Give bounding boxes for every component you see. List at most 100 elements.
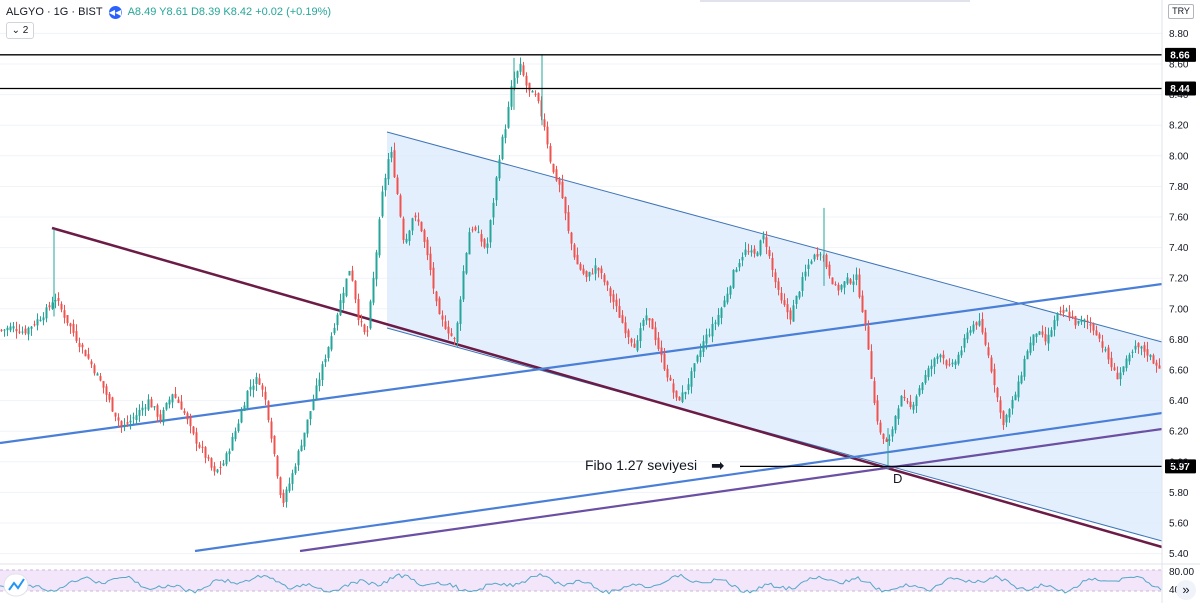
candle-body xyxy=(735,269,738,272)
candle-body xyxy=(708,334,711,336)
candle-body xyxy=(135,415,138,421)
candle-body xyxy=(522,65,525,76)
candle-body xyxy=(903,396,906,399)
candle-body xyxy=(21,331,24,333)
candle-body xyxy=(978,320,981,326)
candle-body xyxy=(396,177,399,194)
candle-body xyxy=(258,378,261,385)
candle-body xyxy=(357,299,360,321)
candle-body xyxy=(699,350,702,358)
candle-body xyxy=(933,358,936,367)
candle-body xyxy=(1098,334,1101,339)
candle-body xyxy=(504,129,507,138)
candle-body xyxy=(798,291,801,298)
candle-body xyxy=(1116,372,1119,380)
candle-body xyxy=(657,337,660,349)
scroll-to-realtime-button[interactable]: » xyxy=(1176,580,1196,600)
indicator-collapse-button[interactable]: ⌄ 2 xyxy=(6,22,34,39)
candle-body xyxy=(57,298,60,301)
candle-body xyxy=(489,220,492,243)
candle-body xyxy=(1041,331,1044,335)
candle-body xyxy=(615,299,618,307)
candle-body xyxy=(828,264,831,276)
candle-body xyxy=(618,306,621,318)
candle-body xyxy=(186,413,189,420)
candle-body xyxy=(255,377,258,385)
candle-body xyxy=(621,315,624,323)
point-d-label: D xyxy=(893,471,902,486)
candle-body xyxy=(9,326,12,331)
candle-body xyxy=(918,388,921,395)
candle-body xyxy=(849,279,852,284)
candle-body xyxy=(306,419,309,434)
fibo-label: Fibo 1.27 seviyesi xyxy=(585,457,697,473)
candle-body xyxy=(906,401,909,403)
candle-body xyxy=(984,332,987,345)
candle-body xyxy=(198,444,201,448)
candle-body xyxy=(945,360,948,366)
candle-body xyxy=(600,268,603,274)
candle-body xyxy=(720,308,723,318)
candle-body xyxy=(807,264,810,270)
rewind-icon[interactable]: ◀◀ xyxy=(108,5,122,19)
candle-body xyxy=(177,399,180,403)
candle-body xyxy=(750,250,753,253)
ascending-trendline-upper xyxy=(0,282,1163,445)
candle-body xyxy=(747,251,750,253)
candle-body xyxy=(333,327,336,334)
candle-body xyxy=(12,326,15,329)
candle-body xyxy=(348,270,351,276)
candle-body xyxy=(642,319,645,326)
candle-body xyxy=(744,249,747,255)
candle-body xyxy=(1080,320,1083,322)
candle-body xyxy=(1143,345,1146,352)
candle-body xyxy=(882,433,885,439)
candle-body xyxy=(972,324,975,332)
candle-body xyxy=(477,231,480,233)
candle-body xyxy=(285,489,288,502)
axis-tick-label: 5.60 xyxy=(1169,519,1189,530)
candle-body xyxy=(1095,330,1098,336)
axis-tick-label: 6.80 xyxy=(1169,335,1189,346)
axis-tick-label: 7.00 xyxy=(1169,304,1189,315)
candle-body xyxy=(573,244,576,258)
candle-body xyxy=(129,420,132,423)
candle-body xyxy=(519,63,522,72)
candle-body xyxy=(696,355,699,362)
candle-body xyxy=(345,278,348,296)
candle-body xyxy=(960,350,963,356)
candle-body xyxy=(552,163,555,173)
candle-body xyxy=(168,399,171,405)
candle-body xyxy=(1029,342,1032,353)
candle-body xyxy=(321,364,324,380)
candle-body xyxy=(480,234,483,242)
candle-body xyxy=(138,410,141,416)
candle-body xyxy=(957,354,960,364)
candle-body xyxy=(624,322,627,334)
candle-body xyxy=(309,411,312,420)
price-axis[interactable]: 8.80 8.60 8.40 8.20 8.00 7.80 7.60 7.40 7.20 7.00… xyxy=(1161,0,1194,603)
candle-body xyxy=(69,323,72,327)
candle-body xyxy=(936,356,939,360)
candle-body xyxy=(228,451,231,455)
candle-body xyxy=(786,304,789,313)
candle-body xyxy=(876,400,879,422)
candle-body xyxy=(51,302,54,309)
candle-body xyxy=(900,395,903,407)
candle-body xyxy=(192,426,195,434)
candle-body xyxy=(444,321,447,329)
candle-body xyxy=(27,327,30,335)
candle-body xyxy=(288,483,291,491)
candle-body xyxy=(216,469,219,473)
symbol-title[interactable]: ALGYO · 1G · BIST xyxy=(6,6,103,18)
candle-body xyxy=(261,385,264,390)
candle-body xyxy=(582,268,585,274)
axis-tick-label: 8.40 xyxy=(1169,90,1189,101)
candle-body xyxy=(756,252,759,257)
candle-body xyxy=(486,243,489,248)
candle-body xyxy=(864,309,867,325)
candle-body xyxy=(81,344,84,348)
candle-body xyxy=(111,397,114,412)
currency-badge[interactable]: TRY xyxy=(1168,4,1194,19)
